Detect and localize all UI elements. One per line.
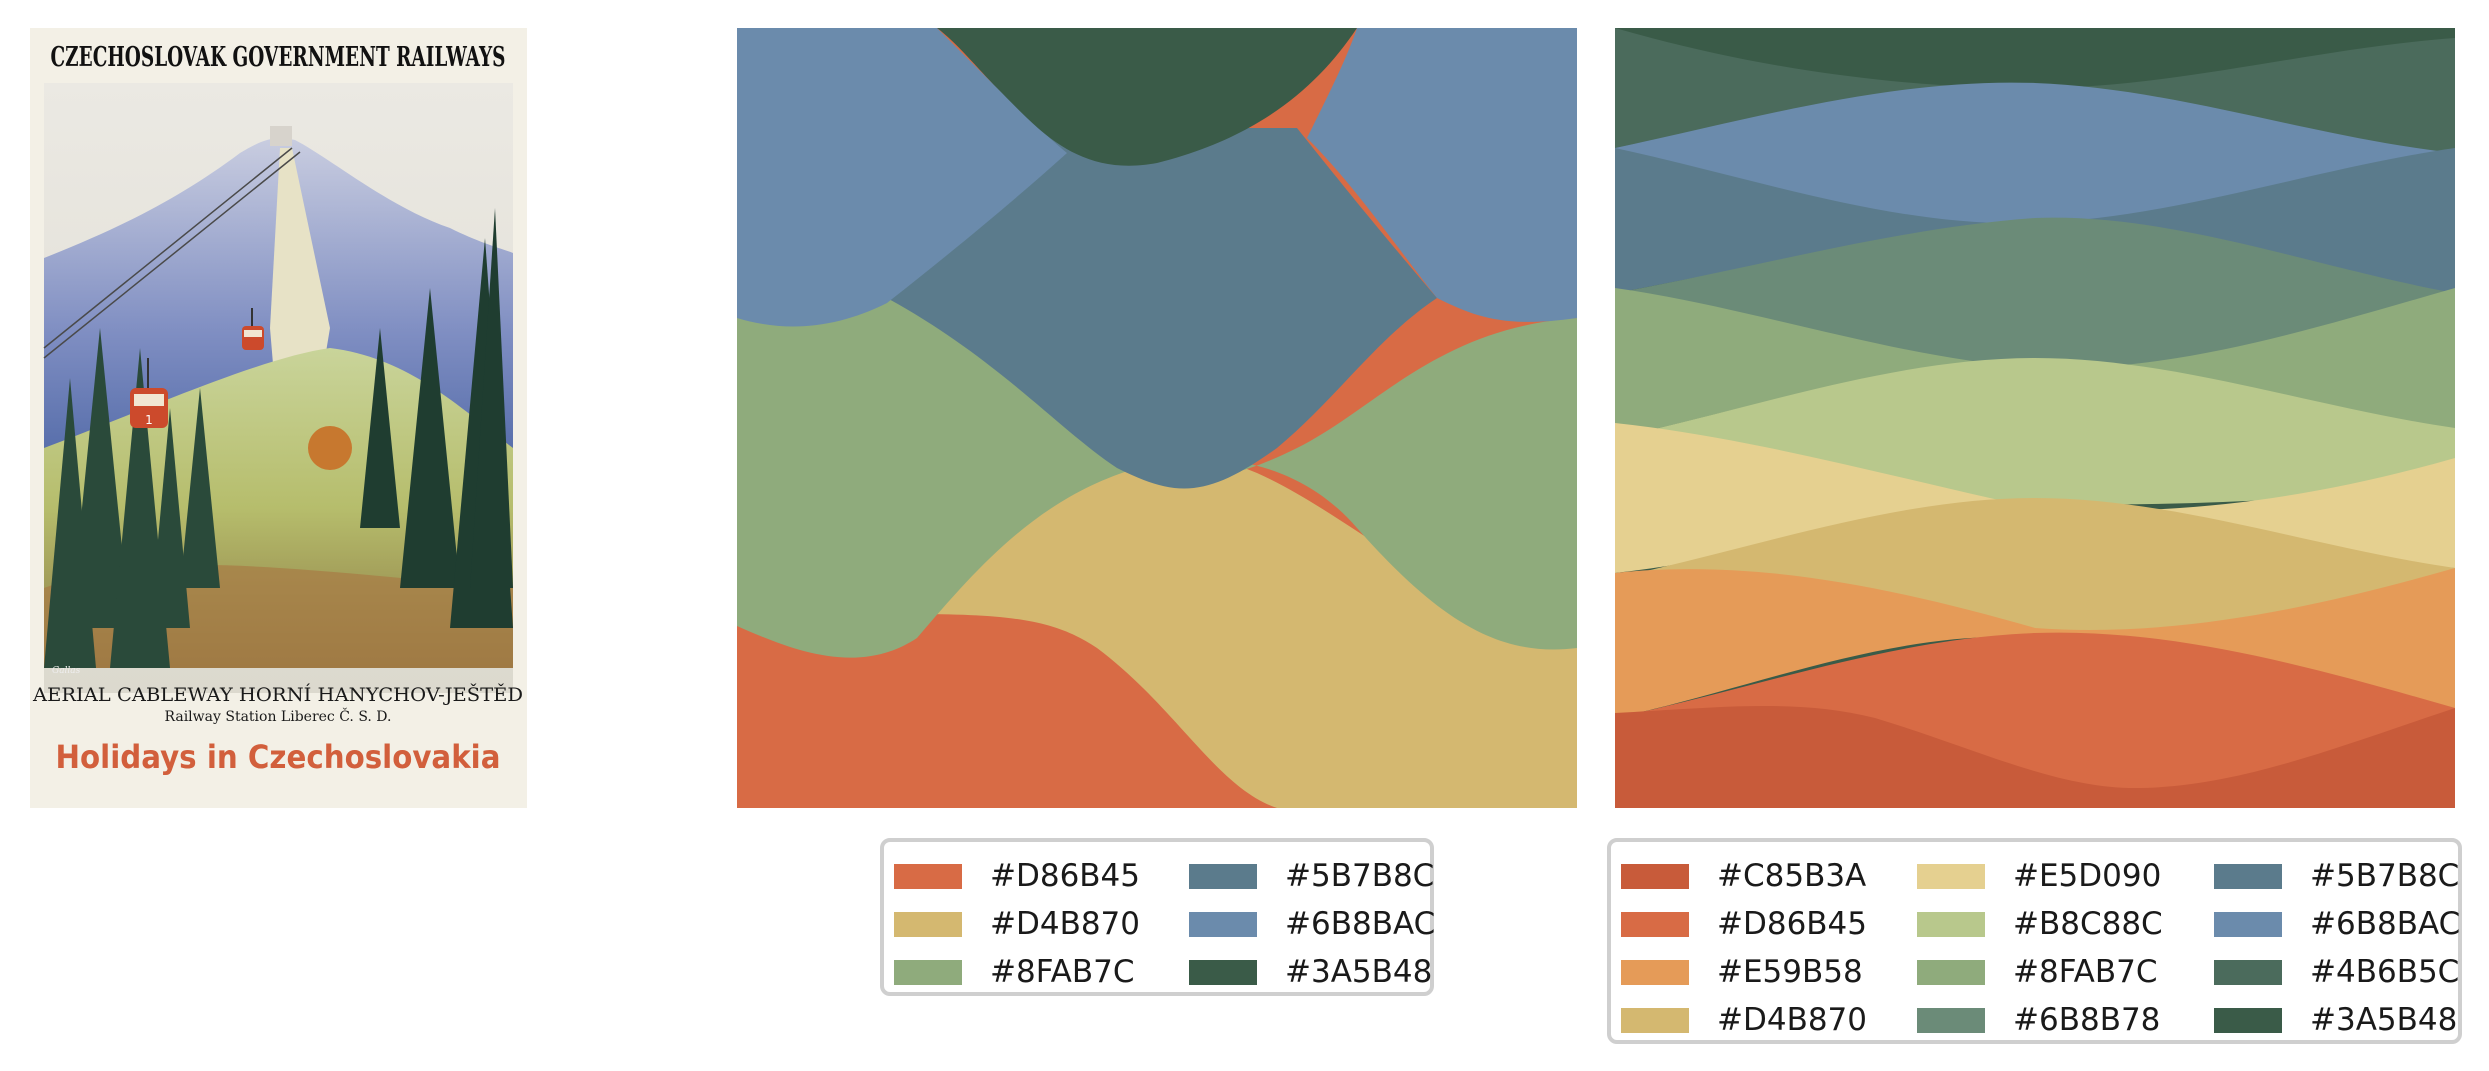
poster-trees-right: [360, 208, 513, 628]
poster-slogan: Holidays in Czechoslovakia: [56, 738, 501, 776]
poster-summit-tower: [270, 126, 292, 146]
poster-cable-car-large: 1: [130, 358, 168, 428]
legend-label: #3A5B48: [2310, 1002, 2458, 1038]
legend-swatch: [1189, 863, 1257, 889]
legend-swatch: [1621, 959, 1689, 985]
legend-swatch: [894, 959, 962, 985]
legend-item: #5B7B8C: [1189, 852, 1434, 900]
legend-swatch: [1621, 911, 1689, 937]
legend-item: #3A5B48: [2214, 996, 2457, 1044]
legend-item: #D86B45: [894, 852, 1140, 900]
legend-label: #D4B870: [1717, 1002, 1868, 1038]
poster-cable-line-2: [43, 151, 301, 359]
legend-item: #6B8B78: [1917, 996, 2160, 1044]
palette-waves-12: [1615, 28, 2455, 808]
poster-cable-car-small: [242, 308, 264, 350]
wave-steel-right: [1307, 28, 1577, 322]
legend-swatch: [1189, 959, 1257, 985]
legend-label: #D4B870: [990, 906, 1141, 942]
legend-item: #D4B870: [894, 900, 1140, 948]
legend-swatch: [894, 863, 962, 889]
travel-poster: 1 CZECHOSLOVAK GOVERNMENT RAILWAYS Galla…: [30, 28, 527, 808]
legend-item: #E59B58: [1621, 948, 1863, 996]
wave-forest: [937, 28, 1357, 166]
legend-swatch: [2214, 959, 2282, 985]
legend-label: #6B8BAC: [2310, 906, 2461, 942]
legend-swatch: [2214, 1007, 2282, 1033]
legend-label: #E59B58: [1717, 954, 1863, 990]
legend-item: #6B8BAC: [2214, 900, 2460, 948]
poster-cableway-clearing: [270, 148, 330, 388]
legend-item: #6B8BAC: [1189, 900, 1435, 948]
poster-cable-line: [43, 147, 293, 349]
poster-line1: AERIAL CABLEWAY HORNÍ HANYCHOV-JEŠTĚD: [32, 683, 523, 706]
legend-item: #C85B3A: [1621, 852, 1866, 900]
legend-item: #5B7B8C: [2214, 852, 2459, 900]
legend-palette-6: #D86B45 #D4B870 #8FAB7C #5B7B8C #6B8BAC …: [880, 838, 1435, 996]
legend-palette-12: #C85B3A #D86B45 #E59B58 #D4B870 #E5D090 …: [1607, 838, 2462, 1044]
poster-car-number: 1: [145, 413, 153, 427]
poster-trees-left: [44, 328, 220, 668]
legend-swatch: [1189, 911, 1257, 937]
legend-label: #D86B45: [990, 858, 1141, 894]
legend-label: #D86B45: [1717, 906, 1868, 942]
legend-label: #4B6B5C: [2310, 954, 2460, 990]
legend-item: #3A5B48: [1189, 948, 1432, 996]
legend-item: #4B6B5C: [2214, 948, 2459, 996]
legend-swatch: [1917, 1007, 1985, 1033]
poster-signature: Gallas: [52, 666, 81, 676]
wave-steel: [737, 28, 1067, 327]
legend-label: #8FAB7C: [990, 954, 1135, 990]
legend-label: #E5D090: [2013, 858, 2162, 894]
legend-swatch: [1621, 863, 1689, 889]
legend-swatch: [1917, 959, 1985, 985]
legend-label: #B8C88C: [2013, 906, 2163, 942]
wave-band-C85B3A: [1615, 706, 2455, 808]
legend-label: #C85B3A: [1717, 858, 1867, 894]
poster-line2: Railway Station Liberec Č. S. D.: [165, 707, 392, 725]
legend-item: #D4B870: [1621, 996, 1867, 1044]
legend-swatch: [1917, 863, 1985, 889]
legend-label: #5B7B8C: [1285, 858, 1435, 894]
wave-sage: [737, 297, 1577, 658]
legend-label: #8FAB7C: [2013, 954, 2158, 990]
legend-label: #6B8BAC: [1285, 906, 1436, 942]
legend-swatch: [1621, 1007, 1689, 1033]
legend-swatch: [2214, 863, 2282, 889]
legend-label: #5B7B8C: [2310, 858, 2460, 894]
legend-swatch: [894, 911, 962, 937]
poster-autumn-tree: [308, 426, 352, 470]
legend-item: #8FAB7C: [894, 948, 1135, 996]
palette-waves-6: [737, 28, 1577, 808]
legend-item: #B8C88C: [1917, 900, 2163, 948]
legend-item: #8FAB7C: [1917, 948, 2158, 996]
legend-label: #6B8B78: [2013, 1002, 2161, 1038]
legend-item: #D86B45: [1621, 900, 1867, 948]
legend-swatch: [2214, 911, 2282, 937]
poster-header: CZECHOSLOVAK GOVERNMENT RAILWAYS: [51, 42, 506, 73]
legend-swatch: [1917, 911, 1985, 937]
wave-slate: [887, 101, 1437, 489]
legend-item: #E5D090: [1917, 852, 2161, 900]
legend-label: #3A5B48: [1285, 954, 1433, 990]
